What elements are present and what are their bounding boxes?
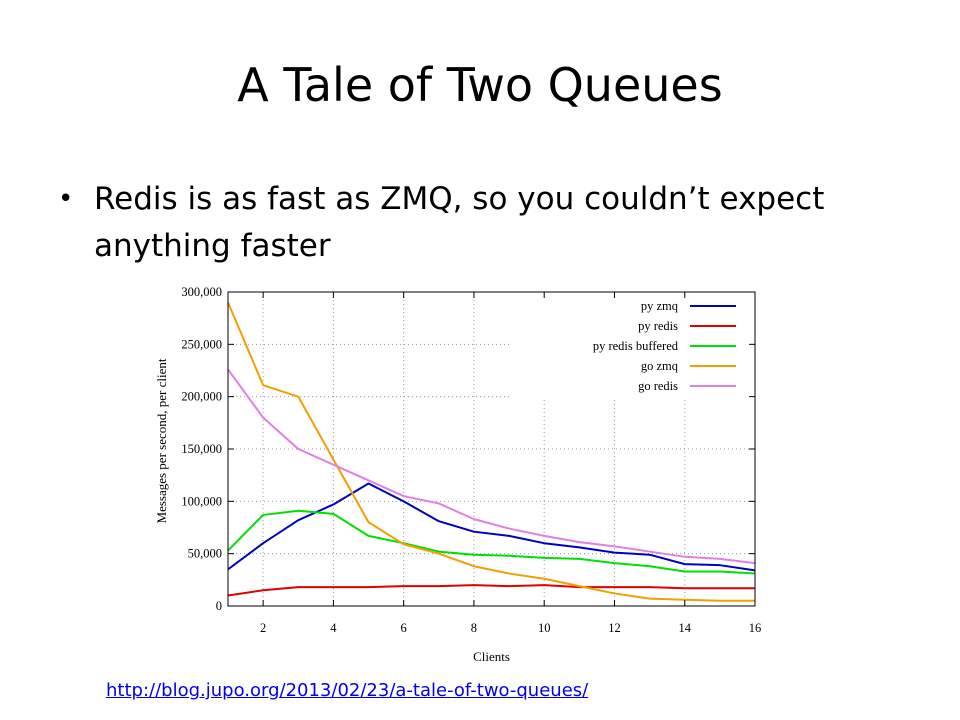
x-tick-label: 12: [608, 621, 621, 635]
series-line-py-redis-buffered: [227, 509, 756, 575]
legend-label: py redis buffered: [593, 339, 679, 353]
y-tick-label: 150,000: [181, 442, 222, 456]
x-tick-label: 8: [471, 621, 477, 635]
series-line-py-zmq: [227, 482, 756, 572]
y-axis-label: Messages per second, per client: [154, 358, 169, 523]
bullet-text: Redis is as fast as ZMQ, so you couldn’t…: [94, 181, 825, 264]
source-link[interactable]: http://blog.jupo.org/2013/02/23/a-tale-o…: [106, 680, 589, 701]
x-tick-label: 16: [749, 621, 762, 635]
series-line-py-redis: [227, 584, 755, 597]
legend-label: go redis: [638, 379, 678, 393]
x-tick-label: 10: [538, 621, 551, 635]
slide-title: A Tale of Two Queues: [237, 58, 723, 112]
series-line-go-redis: [227, 368, 756, 565]
y-tick-label: 250,000: [181, 337, 222, 351]
x-tick-label: 14: [678, 621, 691, 635]
legend-label: py zmq: [641, 299, 679, 313]
x-axis-label: Clients: [473, 649, 510, 664]
y-tick-label: 100,000: [181, 494, 222, 508]
bullet-dot: •: [58, 184, 74, 214]
y-tick-label: 50,000: [188, 547, 222, 561]
y-tick-label: 200,000: [181, 390, 222, 404]
series-line-go-zmq: [227, 302, 755, 602]
x-tick-label: 6: [401, 621, 407, 635]
y-tick-label: 300,000: [181, 285, 222, 299]
x-tick-label: 2: [260, 621, 266, 635]
line-chart: 0 50,000 100,000 150,000 200,000 250,000 300,0…: [154, 285, 762, 664]
x-tick-label: 4: [330, 621, 337, 635]
legend-label: go zmq: [641, 359, 679, 373]
legend-label: py redis: [638, 319, 678, 333]
y-tick-label: 0: [216, 599, 222, 613]
